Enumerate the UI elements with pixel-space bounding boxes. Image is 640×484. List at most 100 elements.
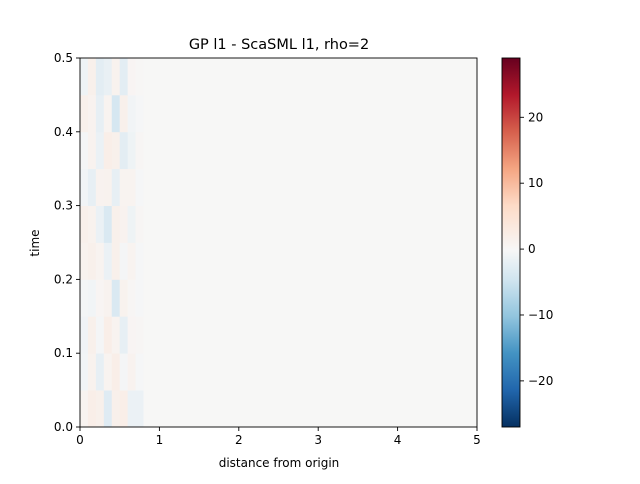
colorbar (501, 57, 521, 428)
heatmap-cell (87, 279, 97, 317)
heatmap-cell (111, 353, 121, 391)
heatmap-cell (135, 131, 144, 170)
heatmap-cell (87, 94, 97, 133)
heatmap-cell (103, 353, 113, 391)
heatmap-cell (143, 94, 478, 133)
heatmap-cell (111, 279, 121, 317)
y-tick-label: 0.4 (54, 125, 73, 139)
heatmap-cell (95, 168, 105, 206)
heatmap-cell (111, 316, 121, 354)
heatmap-cell (119, 94, 129, 133)
heatmap-cell (95, 94, 105, 133)
x-tick-label: 0 (76, 433, 84, 447)
heatmap-cell (127, 205, 136, 243)
heatmap-cell (80, 58, 89, 96)
heatmap-cell (135, 316, 144, 354)
heatmap-cell (103, 205, 113, 243)
heatmap-cell (103, 168, 113, 206)
heatmap-cell (95, 131, 105, 170)
heatmap-cell (111, 390, 121, 428)
heatmap-cell (143, 131, 478, 170)
heatmap-cell (80, 94, 89, 133)
heatmap-cell (143, 205, 478, 243)
heatmap-cell (135, 58, 144, 96)
heatmap-cell (111, 131, 121, 170)
heatmap-cell (87, 353, 97, 391)
heatmap-cell (143, 279, 478, 317)
heatmap-cell (143, 390, 478, 428)
x-tick-label: 5 (473, 433, 481, 447)
y-tick-label: 0.5 (54, 51, 73, 65)
heatmap-cell (127, 316, 136, 354)
colorbar-tick-label: −20 (528, 374, 553, 388)
colorbar-ticks: −20 −10 0 10 20 (520, 110, 553, 388)
heatmap-cell (103, 94, 113, 133)
heatmap-cell (127, 168, 136, 206)
colorbar-tick-label: 0 (528, 242, 536, 256)
heatmap-cell (127, 58, 136, 96)
x-tick-label: 1 (156, 433, 164, 447)
heatmap-cell (95, 279, 105, 317)
heatmap-cell (111, 168, 121, 206)
y-tick-label: 0.3 (54, 199, 73, 213)
heatmap-cell (80, 168, 89, 206)
heatmap-cell (143, 242, 478, 280)
heatmap-cell (95, 390, 105, 428)
heatmap-cell (111, 58, 121, 96)
heatmap-cell (80, 390, 89, 428)
heatmap-cell (143, 353, 478, 391)
y-tick-label: 0.2 (54, 272, 73, 286)
heatmap-cell (80, 353, 89, 391)
heatmap-cell (135, 353, 144, 391)
heatmap-cell (127, 353, 136, 391)
heatmap-cell (143, 58, 478, 96)
heatmap-cell (119, 168, 129, 206)
heatmap-cell (95, 58, 105, 96)
heatmap-cell (127, 131, 136, 170)
heatmap-cell (87, 58, 97, 96)
heatmap-cell (111, 242, 121, 280)
heatmap-cells (80, 58, 478, 428)
heatmap-cell (80, 205, 89, 243)
heatmap-cell (127, 390, 136, 428)
y-axis-ticks: 0.0 0.1 0.2 0.3 0.4 0.5 (54, 51, 80, 434)
heatmap-cell (119, 58, 129, 96)
heatmap-cell (103, 131, 113, 170)
heatmap-cell (143, 168, 478, 206)
heatmap-cell (87, 205, 97, 243)
heatmap-cell (103, 390, 113, 428)
y-tick-label: 0.1 (54, 346, 73, 360)
heatmap-cell (119, 131, 129, 170)
colorbar-tick-label: 10 (528, 176, 543, 190)
heatmap-cell (95, 205, 105, 243)
heatmap-cell (80, 131, 89, 170)
heatmap-cell (135, 168, 144, 206)
heatmap-cell (135, 279, 144, 317)
heatmap-cell (119, 316, 129, 354)
heatmap-cell (87, 131, 97, 170)
heatmap-cell (87, 390, 97, 428)
heatmap-cell (135, 242, 144, 280)
heatmap-cell (119, 242, 129, 280)
heatmap-cell (119, 390, 129, 428)
x-axis-ticks: 0 1 2 3 4 5 (76, 427, 481, 447)
heatmap-cell (87, 242, 97, 280)
plot-frame (79, 57, 478, 428)
heatmap-cell (135, 390, 144, 428)
heatmap-cell (95, 242, 105, 280)
heatmap-cell (103, 58, 113, 96)
heatmap-cell (143, 316, 478, 354)
heatmap-cell (111, 94, 121, 133)
colorbar-tick-label: −10 (528, 308, 553, 322)
heatmap-cell (103, 316, 113, 354)
x-tick-label: 4 (394, 433, 402, 447)
chart-title: GP l1 - ScaSML l1, rho=2 (189, 37, 369, 53)
heatmap-cell (119, 353, 129, 391)
y-tick-label: 0.0 (54, 420, 73, 434)
colorbar-tick-label: 20 (528, 110, 543, 124)
heatmap-cell (103, 242, 113, 280)
x-tick-label: 3 (314, 433, 322, 447)
heatmap-cell (127, 279, 136, 317)
heatmap-cell (80, 242, 89, 280)
